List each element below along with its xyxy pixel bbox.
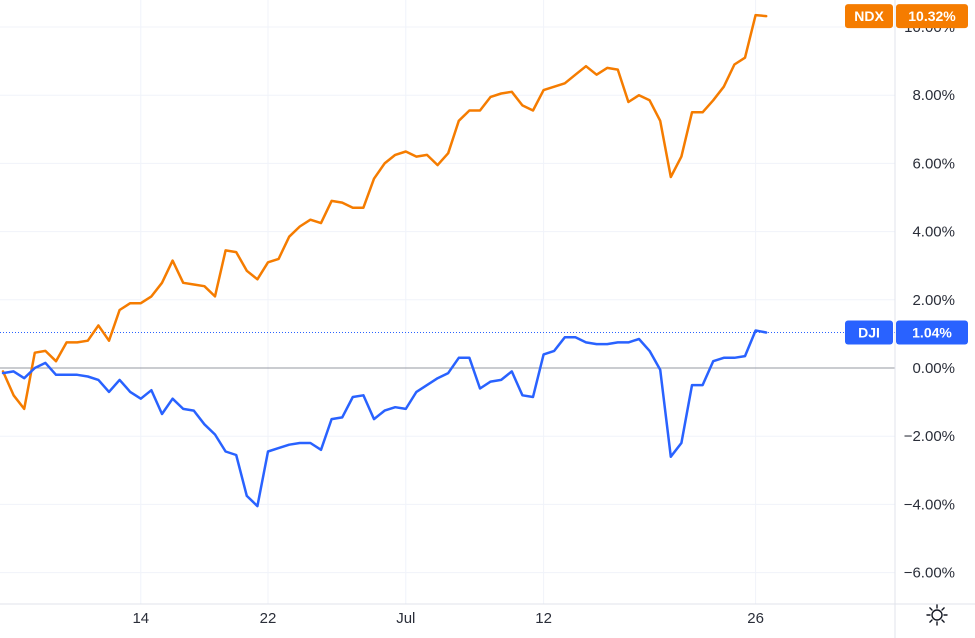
settings-button[interactable]	[922, 600, 952, 630]
series-name-badge	[845, 4, 893, 29]
series-value-badge	[896, 4, 968, 29]
x-tick-label: 12	[535, 610, 552, 627]
horizontal-gridlines	[0, 26, 895, 574]
series-value-label: 10.32%	[908, 8, 956, 24]
y-tick-label: −6.00%	[904, 565, 955, 582]
vertical-gridlines	[140, 0, 757, 604]
x-tick-label: Jul	[396, 610, 415, 627]
series-name-label: DJI	[858, 325, 880, 341]
x-tick-label: 22	[260, 610, 277, 627]
y-tick-label: 0.00%	[912, 360, 955, 377]
x-axis-labels: 14 22 Jul 12 26	[132, 610, 763, 627]
y-tick-label: 8.00%	[912, 87, 955, 104]
y-tick-label: 6.00%	[912, 155, 955, 172]
series-badges: NDX 10.32% DJI 1.04%	[845, 4, 968, 345]
series-name-label: NDX	[854, 8, 884, 24]
y-tick-label: 2.00%	[912, 292, 955, 309]
y-tick-label: −2.00%	[904, 428, 955, 445]
series-name-badge	[845, 320, 893, 345]
series-line-ndx	[1, 13, 768, 411]
y-tick-label: −4.00%	[904, 496, 955, 513]
series-value-label: 1.04%	[912, 325, 952, 341]
y-axis-labels: 10.00%8.00%6.00%4.00%2.00%0.00%−2.00%−4.…	[904, 19, 955, 582]
series-lines	[1, 13, 768, 508]
x-tick-label: 26	[747, 610, 764, 627]
y-tick-label: 4.00%	[912, 224, 955, 241]
series-value-badge	[896, 320, 968, 345]
x-tick-label: 14	[132, 610, 149, 627]
gear-icon	[926, 604, 948, 626]
series-line-dji	[1, 329, 768, 508]
